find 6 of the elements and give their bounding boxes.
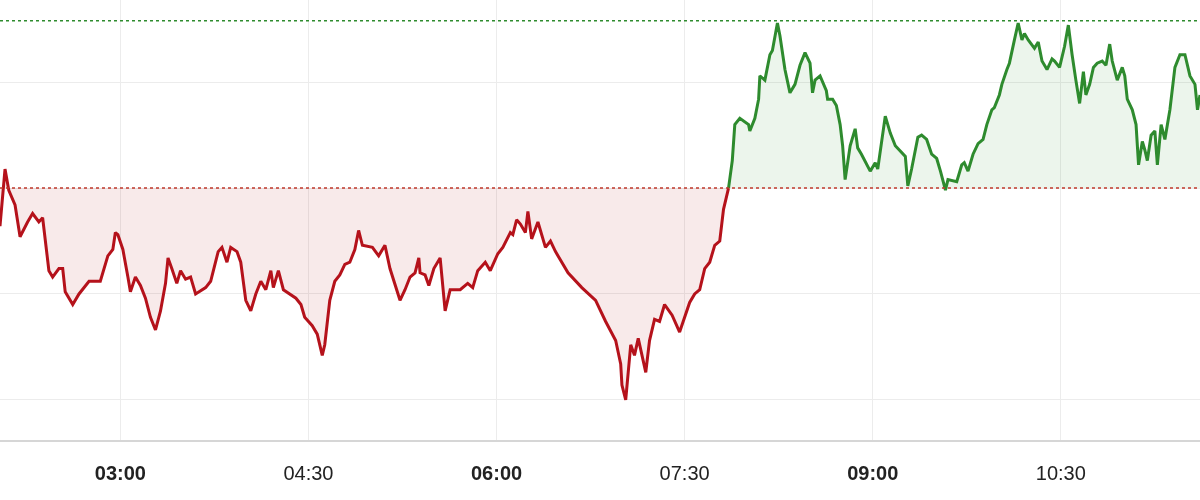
x-tick-label: 10:30 [1035, 462, 1086, 484]
x-tick-label: 06:00 [470, 462, 523, 484]
x-tick-label: 04:30 [283, 462, 334, 484]
x-tick-label: 07:30 [659, 462, 710, 484]
x-tick-label: 09:00 [847, 462, 899, 484]
x-tick-label: 03:00 [94, 462, 146, 484]
